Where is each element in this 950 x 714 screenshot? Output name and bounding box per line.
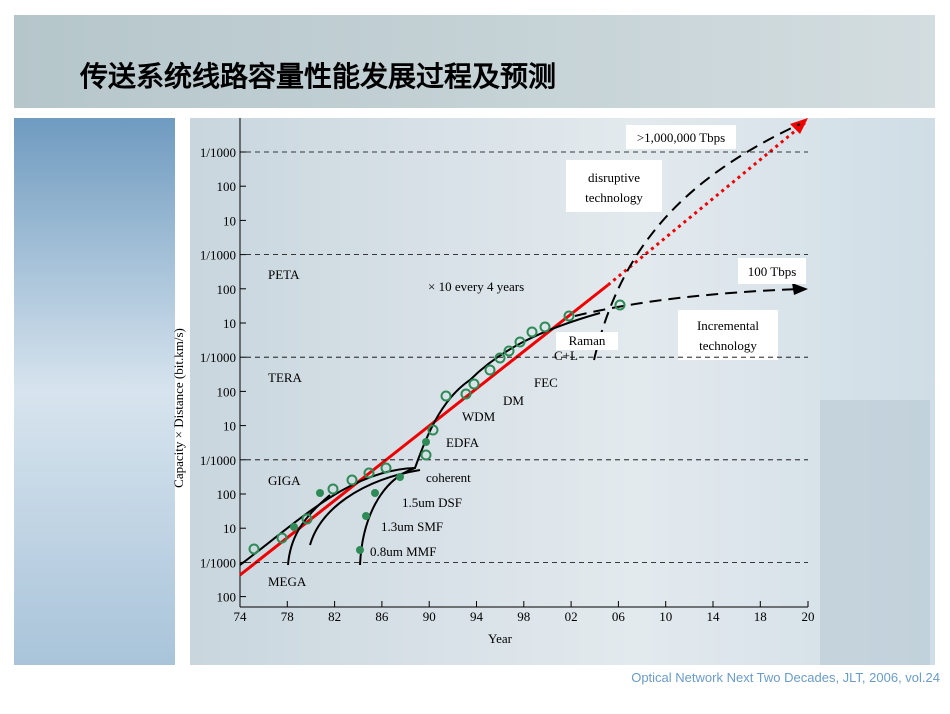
- chart-panel: [190, 118, 935, 665]
- y-tick-label: 100: [217, 282, 237, 297]
- annotation: 1.5um DSF: [402, 495, 462, 510]
- marker: [494, 352, 506, 364]
- forecast-line: [607, 120, 807, 287]
- y-tick-label: 1/1000: [200, 350, 236, 365]
- x-tick-label: 06: [612, 609, 626, 624]
- x-tick-label: 02: [565, 609, 578, 624]
- y-tick-label: 1/1000: [200, 145, 236, 160]
- annotation: >1,000,000 Tbps: [637, 130, 725, 145]
- annotation: EDFA: [446, 435, 480, 450]
- annotation: WDM: [462, 409, 496, 424]
- title: 传送系统线路容量性能发展过程及预测: [79, 60, 556, 93]
- label-box: [626, 125, 736, 149]
- x-tick-label: 98: [517, 609, 530, 624]
- region-label: PETA: [268, 267, 300, 282]
- x-tick-label: 14: [707, 609, 721, 624]
- marker: [371, 489, 379, 497]
- marker: [301, 513, 313, 525]
- arrow: [790, 118, 808, 134]
- y-tick-label: 10: [223, 316, 236, 331]
- label-box: [556, 332, 618, 350]
- y-tick-label: 1/1000: [200, 453, 236, 468]
- y-tick-label: 10: [223, 419, 236, 434]
- marker: [427, 424, 439, 436]
- annotation: coherent: [426, 470, 471, 485]
- marker: [363, 467, 375, 479]
- marker: [396, 473, 404, 481]
- annotation: × 10 every 4 years: [428, 279, 524, 294]
- x-tick-label: 74: [234, 609, 248, 624]
- x-tick-label: 90: [423, 609, 436, 624]
- marker: [526, 326, 538, 338]
- marker: [356, 546, 364, 554]
- annotation: disruptive: [588, 170, 640, 185]
- y-tick-label: 1/1000: [200, 555, 236, 570]
- incremental-curve: [574, 288, 801, 317]
- x-tick-label: 82: [328, 609, 341, 624]
- corridor: [820, 400, 930, 665]
- region-label: TERA: [268, 370, 303, 385]
- marker: [327, 483, 339, 495]
- marker: [380, 462, 392, 474]
- marker: [484, 364, 496, 376]
- marker: [614, 299, 626, 311]
- marker: [276, 532, 288, 544]
- arrow: [792, 283, 808, 295]
- marker: [248, 543, 260, 555]
- x-tick-label: 20: [802, 609, 815, 624]
- label-box: [678, 310, 778, 360]
- annotation: technology: [585, 190, 643, 205]
- marker: [563, 310, 575, 322]
- marker: [316, 489, 324, 497]
- marker: [468, 378, 480, 390]
- x-tick-label: 78: [281, 609, 294, 624]
- y-tick-label: 100: [217, 590, 237, 605]
- label-box: [738, 258, 806, 284]
- marker: [346, 474, 358, 486]
- annotation: C+L: [554, 348, 578, 363]
- label-box: [566, 160, 662, 212]
- annotation: 1.3um SMF: [381, 519, 443, 534]
- marker: [460, 388, 472, 400]
- x-tick-label: 86: [375, 609, 389, 624]
- annotation: 0.8um MMF: [370, 544, 436, 559]
- annotation: Raman: [569, 333, 606, 348]
- curve: [239, 467, 416, 566]
- marker: [514, 336, 526, 348]
- title-band: [14, 15, 935, 108]
- curve: [359, 312, 601, 566]
- y-tick-label: 10: [223, 521, 236, 536]
- y-tick-label: 100: [217, 384, 237, 399]
- disruptive-curve: [593, 123, 801, 361]
- marker: [420, 449, 432, 461]
- x-tick-label: 10: [659, 609, 672, 624]
- annotation: DM: [503, 393, 524, 408]
- y-tick-label: 100: [217, 487, 237, 502]
- marker: [362, 512, 370, 520]
- annotation: 100 Tbps: [748, 264, 797, 279]
- region-label: MEGA: [268, 574, 307, 589]
- photo: [14, 118, 175, 665]
- marker: [539, 321, 551, 333]
- x-tick-label: 94: [470, 609, 484, 624]
- annotation: FEC: [534, 375, 558, 390]
- y-axis-label: Capacity × Distance (bit.km/s): [171, 328, 186, 488]
- marker: [503, 345, 515, 357]
- x-axis-label: Year: [488, 631, 513, 646]
- marker: [422, 438, 430, 446]
- plot: [239, 118, 808, 608]
- y-tick-label: 1/1000: [200, 248, 236, 263]
- y-tick-label: 10: [223, 213, 236, 228]
- marker: [440, 390, 452, 402]
- annotation: Incremental: [697, 318, 759, 333]
- y-tick-label: 100: [217, 179, 237, 194]
- marker: [290, 523, 298, 531]
- x-tick-label: 18: [754, 609, 767, 624]
- region-label: GIGA: [268, 473, 301, 488]
- footer-citation: Optical Network Next Two Decades, JLT, 2…: [631, 670, 940, 685]
- annotation: technology: [699, 338, 757, 353]
